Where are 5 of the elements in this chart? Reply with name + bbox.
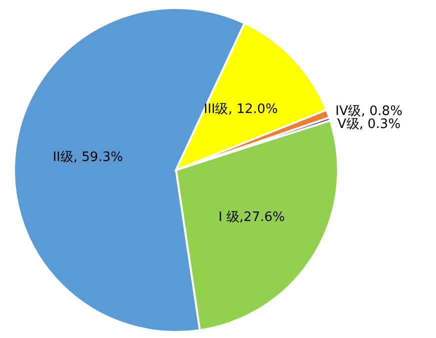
slice-label: IV级, 0.8% xyxy=(335,104,402,119)
slice-label: V级, 0.3% xyxy=(337,116,401,132)
slice-label: I 级,27.6% xyxy=(218,210,285,226)
slice-label: III级, 12.0% xyxy=(204,102,278,117)
slice-label: II级, 59.3% xyxy=(52,150,123,166)
